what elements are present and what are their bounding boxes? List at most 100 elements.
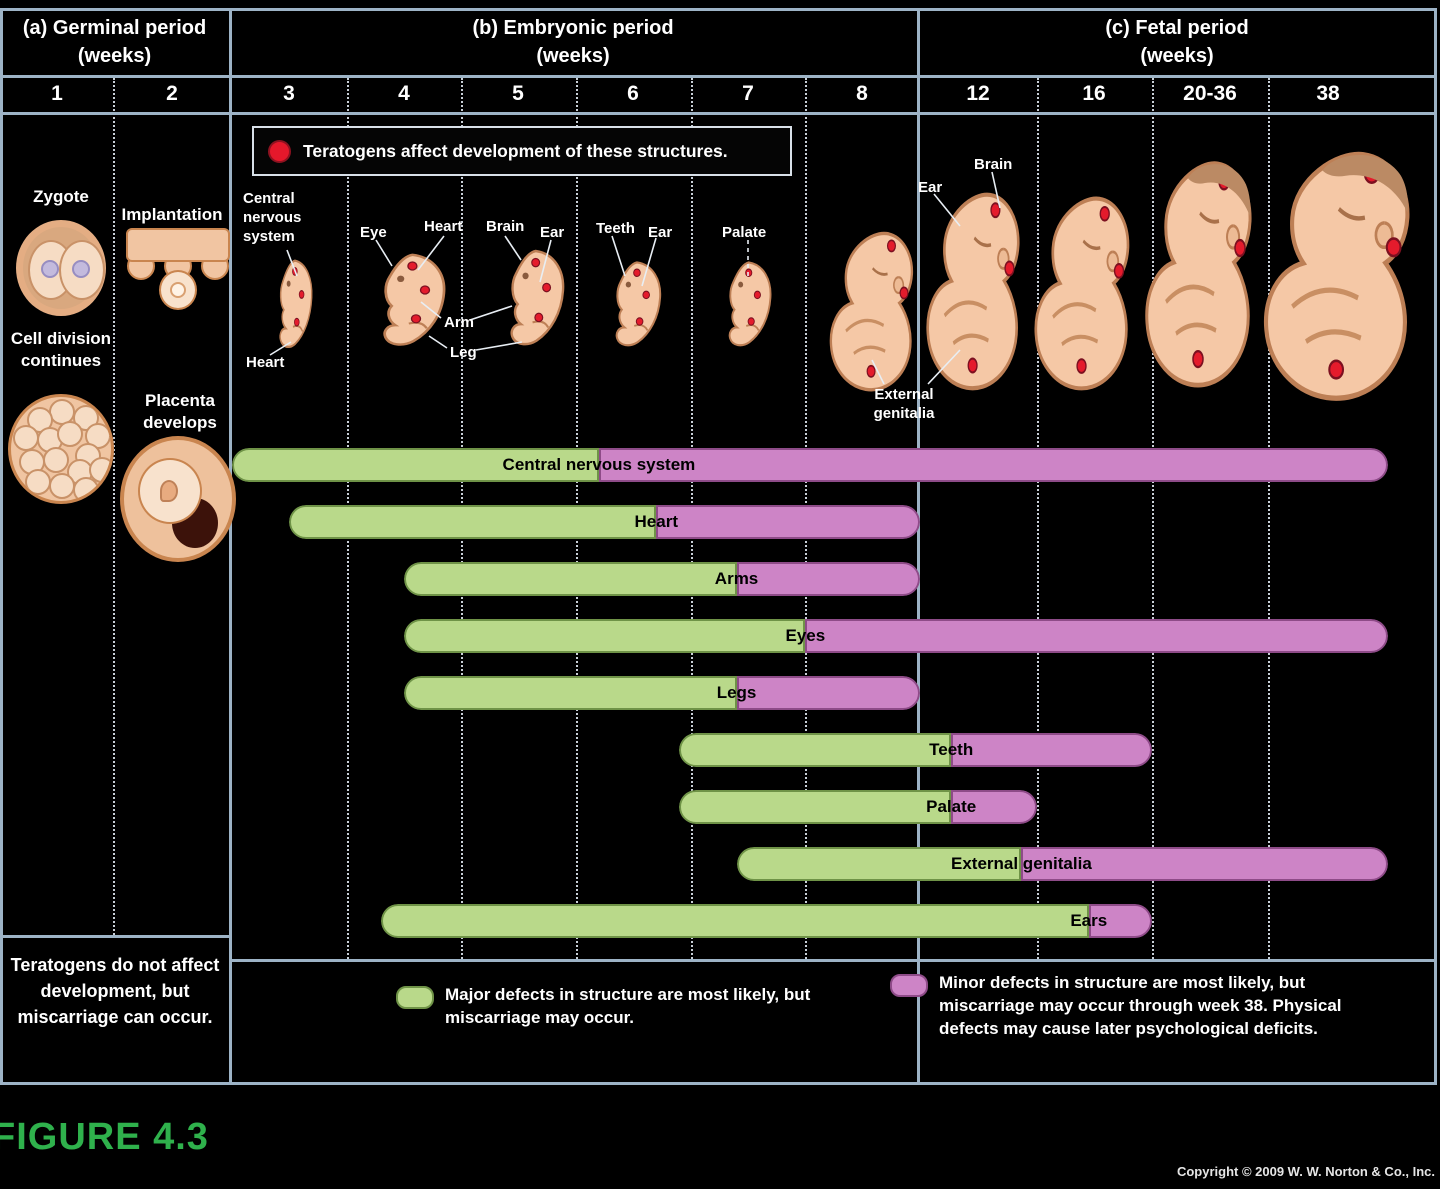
bar-major-segment [289,505,657,539]
bar-minor-segment [951,733,1152,767]
bar-label-ears: Ears [1070,911,1108,930]
endometrium-band [126,228,230,262]
border-line [0,8,3,1085]
bar-label-arms: Arms [714,569,759,588]
zygote-label: Zygote [33,187,89,206]
bar-minor-segment [736,562,920,596]
anatomy-label-brain12: Brain [974,156,1013,173]
week-label-38: 38 [1316,82,1340,105]
anatomy-label-leg: Leg [450,344,477,361]
bar-label-heart: Heart [634,512,678,531]
cell-nucleus [72,260,90,278]
morula-illustration [8,394,114,504]
bar-teeth [679,733,1152,767]
anatomy-label-cns: Central nervous system [243,190,302,245]
bar-eyes [404,619,1388,653]
bar-major-segment [679,733,952,767]
border-line [0,935,232,938]
anatomy-label-ear12: Ear [918,179,943,196]
period-embryonic: (b) Embryonic period (weeks) [229,14,917,70]
week-label-7: 7 [742,82,754,105]
border-line [229,8,232,1085]
legend-major-swatch [396,986,434,1009]
anatomy-label-arm: Arm [444,314,475,331]
period-label: (b) Embryonic period [472,17,674,39]
embryo-week-7 [728,261,772,347]
anatomy-label-extgen: External genitalia [873,386,935,422]
week-label-6: 6 [627,82,639,105]
week-label-20-36: 20-36 [1183,82,1237,105]
bar-arms [404,562,920,596]
period-label: (a) Germinal period [22,17,207,39]
grid-dotted-line [1268,78,1270,959]
embryo-week-5 [510,249,565,346]
implantation-label: Implantation [121,205,223,224]
copyright: Copyright © 2009 W. W. Norton & Co., Inc… [1176,1164,1435,1179]
week-label-8: 8 [856,82,868,105]
bar-major-segment [679,790,952,824]
week-label-3: 3 [283,82,295,105]
week-label-1: 1 [51,82,63,105]
morula-cell [49,473,75,499]
bar-major-segment [404,619,806,653]
anatomy-label-eye: Eye [360,224,387,241]
bar-minor-segment [736,676,920,710]
bar-label-central-nervous-system: Central nervous system [502,455,696,474]
bar-central-nervous-system [232,448,1388,482]
period-fetal: (c) Fetal period (weeks) [917,14,1437,70]
fetus-week-8 [829,231,914,392]
grid-dotted-line [1152,78,1154,959]
fetus-week-20-36 [1138,156,1268,394]
grid-dotted-line [1037,78,1039,959]
bar-minor-segment [656,505,920,539]
anatomy-label-heart4: Heart [424,218,463,235]
bar-major-segment [736,847,1022,881]
bar-minor-segment [1088,904,1152,938]
banner-text: Teratogens affect development of these s… [303,140,728,161]
bar-heart [289,505,920,539]
legend-minor: Minor defects in structure are most like… [890,972,1395,1041]
morula-cell [25,469,51,495]
bar-minor-segment [1021,847,1388,881]
border-line [0,75,1437,78]
blastocyst [159,270,197,310]
bar-minor-segment [951,790,1037,824]
bar-external-genitalia [736,847,1388,881]
anatomy-label-ear5: Ear [540,224,565,241]
week-label-12: 12 [966,82,990,105]
blastocyst-inner-cell-mass [170,282,186,298]
bar-legs [404,676,920,710]
bar-palate [679,790,1037,824]
germinal-note: Teratogens do not affect development, bu… [10,955,220,1028]
legend-major: Major defects in structure are most like… [396,984,816,1030]
morula-cell [13,425,39,451]
period-label: (c) Fetal period [1105,17,1249,39]
bar-major-segment [404,562,737,596]
embryo-week-4 [383,253,446,346]
period-germinal: (a) Germinal period (weeks) [0,14,229,70]
bar-major-segment [404,676,737,710]
border-line [1434,8,1437,1085]
legend-major-text: Major defects in structure are most like… [445,985,811,1027]
embryo-in-sac [160,480,178,502]
week-label-2: 2 [166,82,178,105]
bar-minor-segment [598,448,1388,482]
period-sub: (weeks) [536,45,610,67]
bar-minor-segment [805,619,1388,653]
fetus-week-16 [1028,192,1144,396]
morula-cell [57,421,83,447]
figure-label: FIGURE 4.3 [0,1116,209,1158]
border-line [229,959,1437,962]
bar-label-eyes: Eyes [785,626,826,645]
cell-nucleus [41,260,59,278]
period-sub: (weeks) [1140,45,1214,67]
bar-ears [381,904,1152,938]
bar-label-teeth: Teeth [929,740,974,759]
implantation-illustration [126,228,230,314]
bar-label-external-genitalia: External genitalia [951,854,1092,873]
border-line [917,8,920,1085]
bar-major-segment [232,448,599,482]
grid-dotted-line [113,78,115,935]
red-dot-icon [268,139,291,163]
anatomy-label-teeth6: Teeth [596,220,635,237]
